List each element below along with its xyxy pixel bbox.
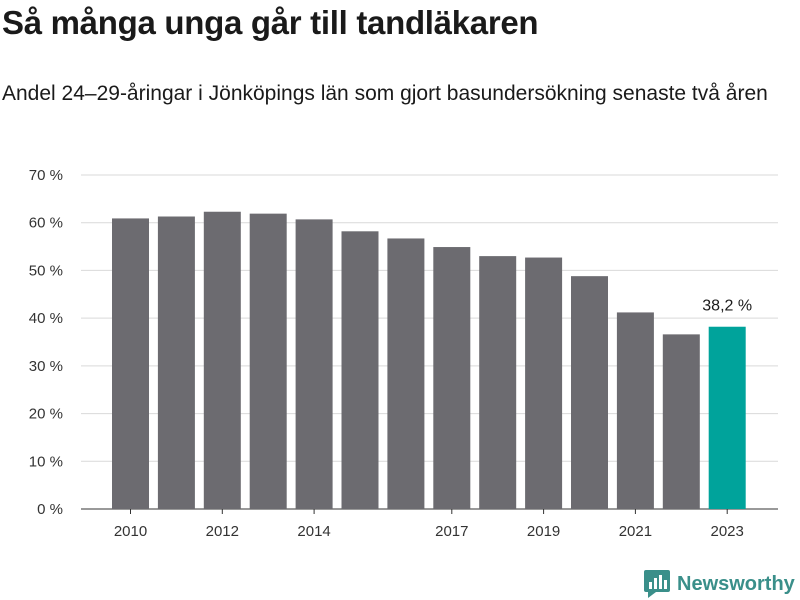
x-tick-label: 2023	[711, 523, 744, 540]
y-tick-label: 20 %	[29, 406, 63, 423]
y-tick-label: 30 %	[29, 358, 63, 375]
x-tick-label: 2012	[206, 523, 239, 540]
newsworthy-logo-icon	[644, 570, 670, 598]
y-axis-ticks: 0 % 10 % 20 % 30 % 40 % 50 % 60 % 70 %	[29, 167, 63, 518]
bar	[571, 276, 608, 509]
gridlines	[81, 174, 778, 510]
bar	[433, 247, 471, 509]
y-tick-label: 70 %	[29, 167, 63, 184]
bar	[662, 334, 700, 509]
bar	[479, 256, 517, 509]
y-tick-label: 0 %	[37, 501, 63, 518]
y-tick-label: 50 %	[29, 262, 63, 279]
bars	[112, 211, 746, 510]
x-axis-ticks: 2010 2012 2014 2017 2019 2021 2023	[114, 509, 744, 540]
x-tick-label: 2010	[114, 523, 147, 540]
data-label: 38,2 %	[702, 298, 752, 315]
bar	[341, 231, 379, 509]
y-tick-label: 60 %	[29, 215, 63, 232]
bar	[616, 312, 654, 509]
brand-logo: Newsworthy	[644, 569, 795, 599]
x-tick-label: 2014	[297, 523, 330, 540]
brand-name: Newsworthy	[677, 572, 795, 595]
bar	[387, 238, 425, 509]
chart-subtitle: Andel 24–29-åringar i Jönköpings län som…	[2, 82, 768, 105]
bar	[708, 326, 746, 509]
chart-title: Så många unga går till tandläkaren	[2, 4, 539, 41]
x-tick-label: 2017	[435, 523, 468, 540]
x-tick-label: 2021	[619, 523, 652, 540]
bar	[112, 218, 149, 510]
data-labels: 38,2 %	[702, 298, 752, 315]
bar	[249, 213, 287, 510]
bar	[295, 219, 333, 510]
y-tick-label: 40 %	[29, 310, 63, 327]
bar	[525, 257, 563, 509]
x-tick-label: 2019	[527, 523, 560, 540]
y-tick-label: 10 %	[29, 453, 63, 470]
bar	[157, 216, 195, 510]
bar	[203, 211, 241, 510]
